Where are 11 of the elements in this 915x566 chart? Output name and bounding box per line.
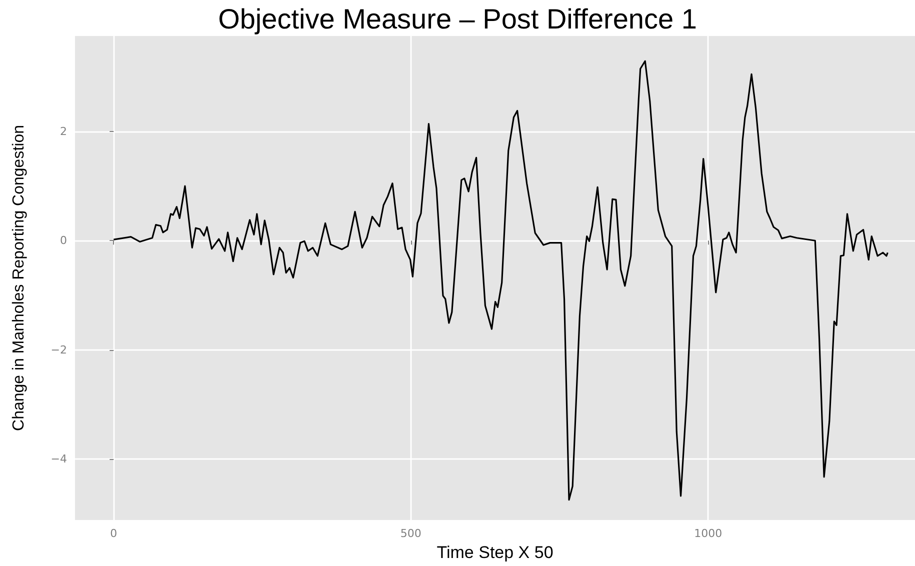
- chart-title: Objective Measure – Post Difference 1: [218, 4, 697, 34]
- x-tick-label: 0: [110, 527, 118, 540]
- x-tick-label: 500: [400, 527, 422, 540]
- y-axis-title: Change in Manholes Reporting Congestion: [10, 125, 28, 431]
- x-axis-title: Time Step X 50: [436, 543, 554, 562]
- y-tick-label: −4: [50, 452, 67, 466]
- y-tick-label: 0: [60, 234, 67, 248]
- y-tick-label: 2: [60, 124, 67, 138]
- x-tick-label: 1000: [694, 527, 722, 540]
- y-tick-label: −2: [50, 343, 67, 356]
- line-series: [112, 60, 888, 501]
